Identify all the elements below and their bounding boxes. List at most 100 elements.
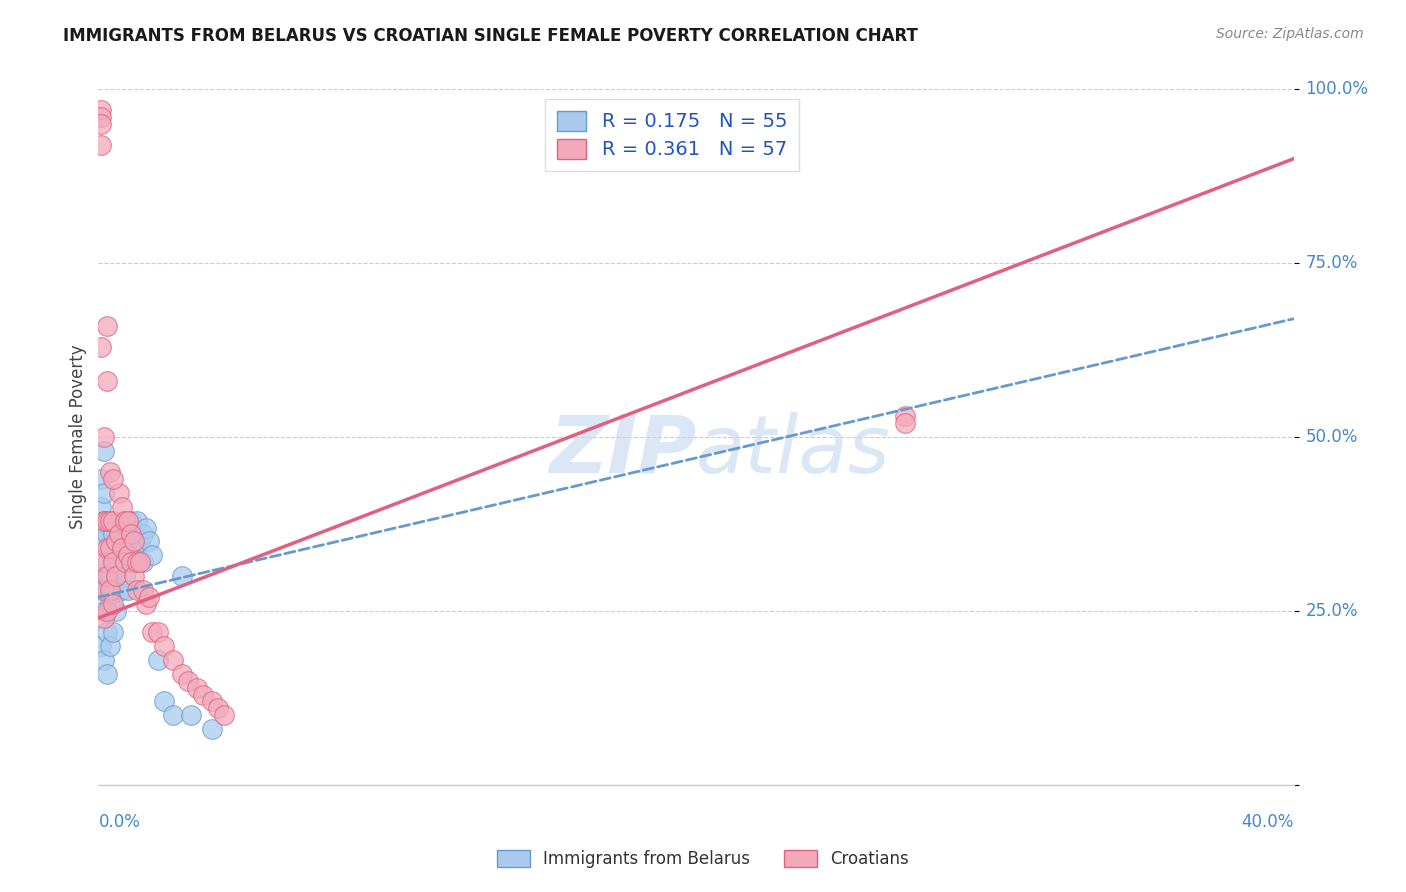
Point: [105, 534, 128, 549]
Text: atlas: atlas: [696, 412, 891, 490]
Legend: R = 0.175   N = 55, R = 0.361   N = 57: R = 0.175 N = 55, R = 0.361 N = 57: [546, 99, 799, 171]
Point: [207, 701, 229, 715]
Point: [117, 549, 139, 563]
Point: [96, 527, 118, 541]
Point: [93, 555, 115, 569]
Point: [894, 416, 917, 430]
Point: [93, 514, 115, 528]
Point: [129, 555, 152, 569]
Point: [93, 653, 115, 667]
Point: [98, 597, 122, 611]
Point: [120, 549, 142, 563]
Point: [96, 541, 118, 556]
Point: [93, 514, 115, 528]
Point: [894, 409, 917, 424]
Text: 25.0%: 25.0%: [1306, 602, 1358, 620]
Point: [103, 583, 125, 598]
Point: [96, 666, 118, 681]
Point: [103, 555, 125, 569]
Point: [132, 527, 155, 541]
Point: [90, 137, 112, 152]
Point: [124, 569, 146, 583]
Point: [120, 527, 142, 541]
Point: [117, 514, 139, 528]
Point: [93, 604, 115, 618]
Point: [153, 694, 176, 708]
Point: [98, 639, 122, 653]
Point: [114, 527, 136, 541]
Point: [186, 681, 208, 695]
Point: [212, 708, 235, 723]
Point: [114, 555, 136, 569]
Point: [103, 472, 125, 486]
Point: [117, 527, 139, 541]
Point: [98, 583, 122, 598]
Point: [105, 569, 128, 583]
Point: [96, 318, 118, 333]
Point: [129, 534, 152, 549]
Point: [127, 555, 149, 569]
Point: [90, 117, 112, 131]
Point: [90, 500, 112, 514]
Point: [135, 520, 157, 534]
Point: [93, 444, 115, 458]
Point: [132, 583, 155, 598]
Point: [141, 549, 163, 563]
Point: [201, 694, 224, 708]
Point: [135, 597, 157, 611]
Point: [111, 514, 134, 528]
Text: 50.0%: 50.0%: [1306, 428, 1358, 446]
Point: [120, 514, 142, 528]
Point: [108, 527, 131, 541]
Point: [108, 485, 131, 500]
Point: [93, 430, 115, 444]
Point: [98, 514, 122, 528]
Point: [98, 569, 122, 583]
Point: [108, 527, 131, 541]
Point: [114, 514, 136, 528]
Point: [90, 534, 112, 549]
Point: [111, 500, 134, 514]
Point: [138, 590, 160, 604]
Point: [93, 583, 115, 598]
Point: [96, 624, 118, 639]
Text: 75.0%: 75.0%: [1306, 254, 1358, 272]
Text: 100.0%: 100.0%: [1306, 80, 1368, 98]
Point: [148, 653, 170, 667]
Point: [132, 555, 155, 569]
Point: [103, 527, 125, 541]
Point: [93, 569, 115, 583]
Legend: Immigrants from Belarus, Croatians: Immigrants from Belarus, Croatians: [491, 843, 915, 875]
Point: [201, 723, 224, 737]
Point: [103, 624, 125, 639]
Point: [127, 514, 149, 528]
Y-axis label: Single Female Poverty: Single Female Poverty: [69, 345, 87, 529]
Point: [103, 555, 125, 569]
Point: [117, 541, 139, 556]
Point: [191, 688, 214, 702]
Point: [162, 653, 184, 667]
Point: [108, 555, 131, 569]
Point: [103, 597, 125, 611]
Point: [96, 569, 118, 583]
Point: [105, 569, 128, 583]
Point: [96, 375, 118, 389]
Point: [96, 514, 118, 528]
Point: [93, 485, 115, 500]
Point: [124, 555, 146, 569]
Point: [96, 583, 118, 598]
Point: [98, 465, 122, 479]
Point: [177, 673, 200, 688]
Point: [96, 555, 118, 569]
Text: IMMIGRANTS FROM BELARUS VS CROATIAN SINGLE FEMALE POVERTY CORRELATION CHART: IMMIGRANTS FROM BELARUS VS CROATIAN SING…: [63, 27, 918, 45]
Point: [90, 103, 112, 117]
Point: [117, 583, 139, 598]
Point: [90, 110, 112, 124]
Text: ZIP: ZIP: [548, 412, 696, 490]
Point: [180, 708, 202, 723]
Point: [172, 666, 194, 681]
Point: [153, 639, 176, 653]
Point: [90, 340, 112, 354]
Point: [124, 534, 146, 549]
Text: 0.0%: 0.0%: [98, 813, 141, 830]
